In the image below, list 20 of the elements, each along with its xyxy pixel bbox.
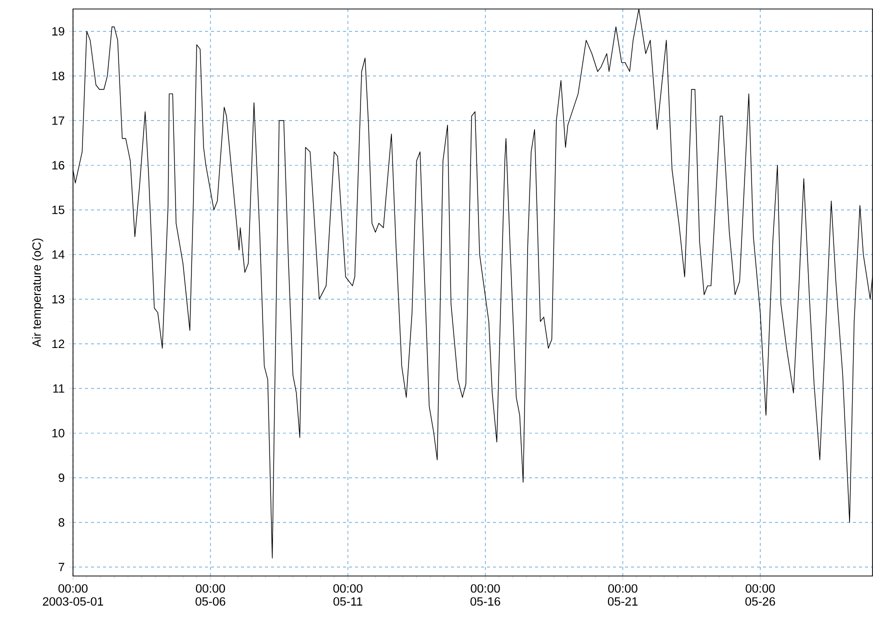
x-tick-label: 00:00 05-26 [745, 584, 776, 606]
y-tick-label: 7 [58, 562, 64, 572]
x-tick-label: 00:00 05-11 [333, 584, 362, 606]
y-tick-label: 19 [52, 27, 64, 36]
x-tick-label: 00:00 05-21 [608, 584, 638, 606]
y-tick-label: 10 [52, 428, 64, 438]
y-tick-label: 18 [52, 72, 64, 80]
y-axis-title: Air temperature (oC) [32, 238, 44, 348]
y-tick-label: 16 [52, 161, 64, 170]
y-tick-label: 14 [52, 250, 64, 259]
x-tick-label: 00:00 2003-05-01 [42, 584, 104, 606]
x-tick-label: 00:00 05-06 [196, 584, 226, 606]
y-tick-label: 12 [52, 340, 64, 348]
y-tick-label: 15 [52, 206, 64, 214]
y-tick-label: 9 [58, 474, 64, 482]
y-tick-label: 17 [52, 116, 64, 125]
y-tick-label: 8 [58, 518, 64, 527]
y-tick-label: 13 [52, 294, 64, 304]
x-tick-label: 00:00 05-16 [470, 584, 500, 606]
y-tick-label: 11 [53, 384, 64, 393]
